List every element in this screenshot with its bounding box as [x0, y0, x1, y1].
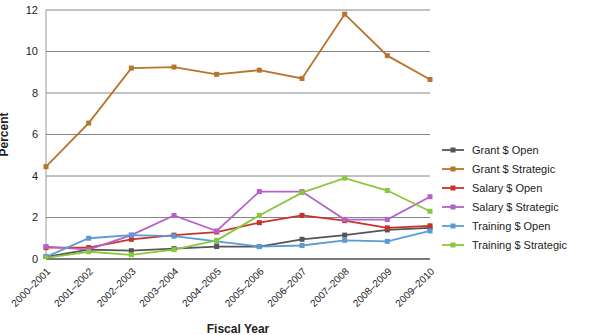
html-text:Grant $ Open: Grant $ Open — [472, 143, 539, 156]
svg-text:0: 0 — [32, 253, 38, 265]
svg-text:6: 6 — [32, 128, 38, 140]
html-text:Grant $ Strategic: Grant $ Strategic — [472, 162, 556, 175]
svg-text:2009–2010: 2009–2010 — [393, 265, 436, 308]
svg-text:2003–2004: 2003–2004 — [137, 265, 180, 308]
svg-text:12: 12 — [26, 4, 38, 16]
html-text:Salary $ Strategic: Salary $ Strategic — [472, 200, 559, 213]
svg-text:2: 2 — [32, 211, 38, 223]
svg-text:2001–2002: 2001–2002 — [52, 265, 95, 308]
svg-text:8: 8 — [32, 87, 38, 99]
svg-text:2006–2007: 2006–2007 — [265, 265, 308, 308]
svg-text:2008–2009: 2008–2009 — [351, 265, 394, 308]
svg-text:4: 4 — [32, 170, 38, 182]
svg-text:Percent: Percent — [8, 112, 11, 156]
html-text:Salary $ Open: Salary $ Open — [472, 181, 543, 194]
svg-text:Fiscal Year: Fiscal Year — [207, 322, 270, 335]
svg-text:2000–2001: 2000–2001 — [9, 265, 52, 308]
html-text:Training $ Open: Training $ Open — [472, 219, 551, 232]
svg-text:2004–2005: 2004–2005 — [180, 265, 223, 308]
svg-text:2005–2006: 2005–2006 — [223, 265, 266, 308]
svg-text:2007–2008: 2007–2008 — [308, 265, 351, 308]
svg-text:2002–2003: 2002–2003 — [95, 265, 138, 308]
svg-text:10: 10 — [26, 45, 38, 57]
html-text:Training $ Strategic: Training $ Strategic — [472, 238, 567, 251]
